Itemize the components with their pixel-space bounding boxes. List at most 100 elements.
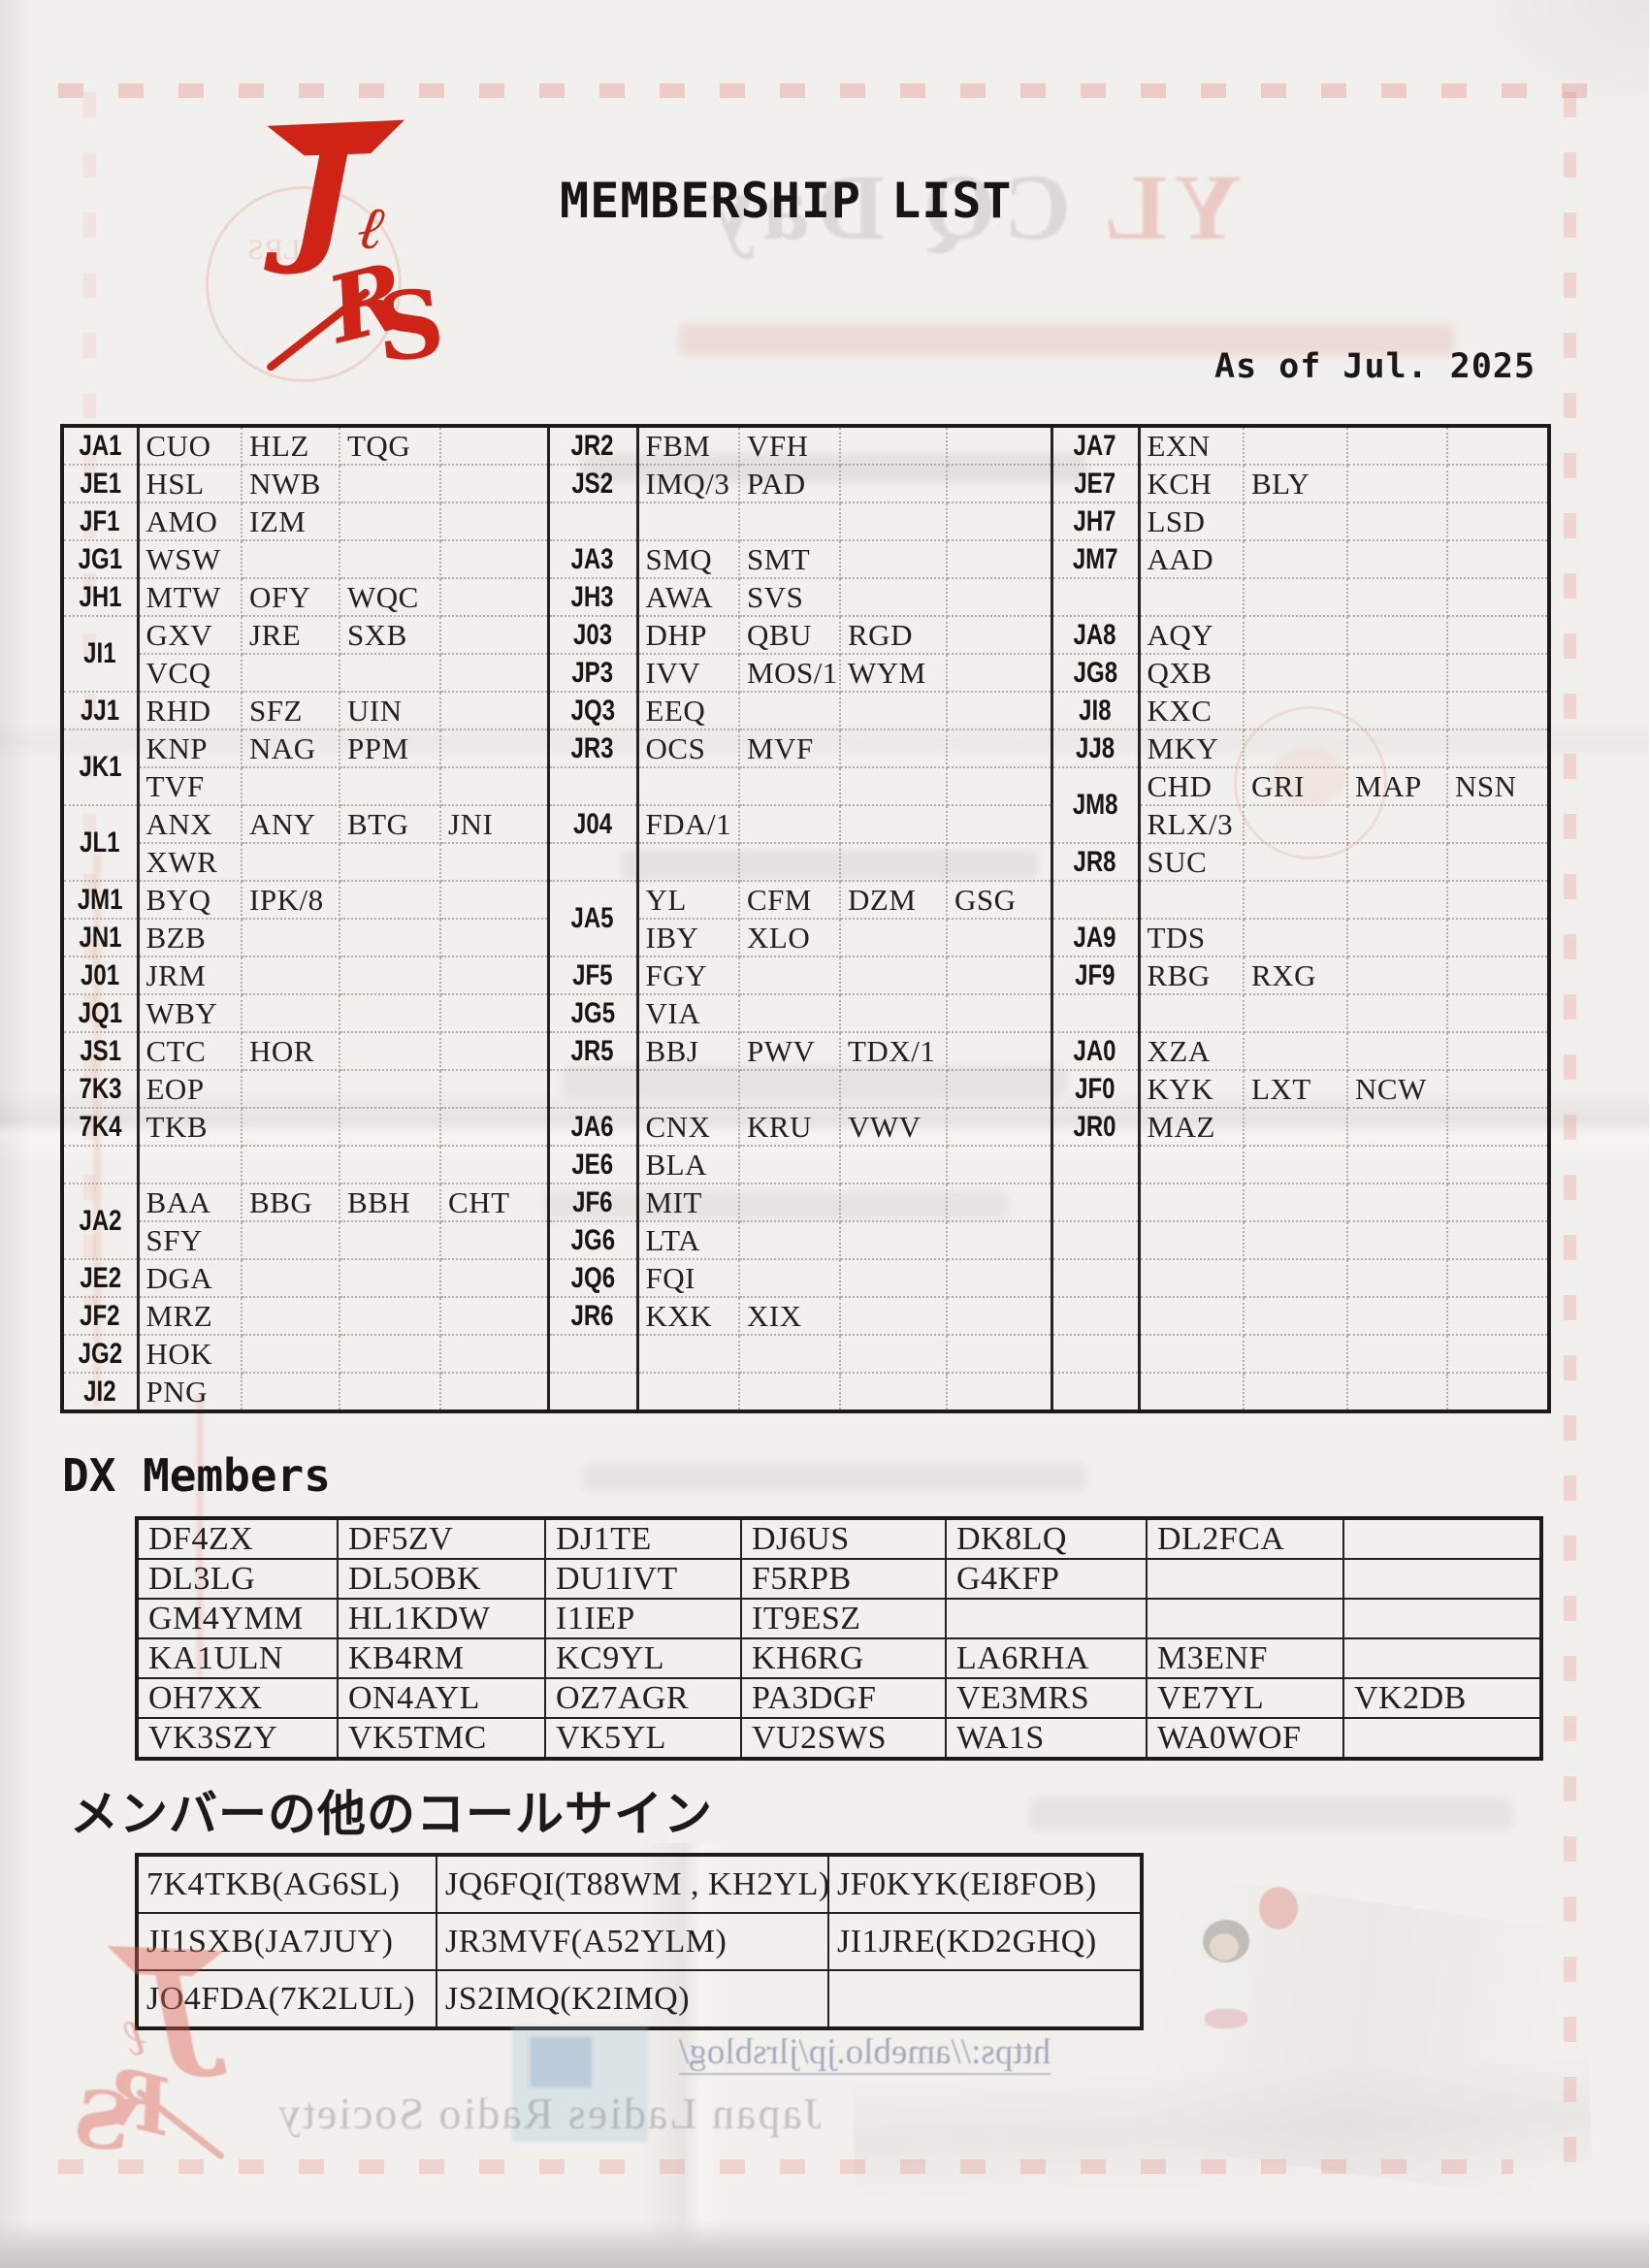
callsign-suffix-cell [1446,1069,1550,1109]
dx-callsign-cell: M3ENF [1146,1637,1344,1679]
callsign-suffix-cell: GRI [1243,766,1348,806]
callsign-suffix-cell [946,615,1052,655]
callsign-suffix-cell: IMQ/3 [636,464,740,503]
dx-callsign-cell [1342,1598,1542,1639]
callsign-suffix-cell: KCH [1138,464,1245,503]
callsign-suffix-cell [1446,425,1550,466]
callsign-suffix-cell: AQY [1138,615,1245,655]
callsign-suffix-cell: BBH [339,1183,441,1222]
callsign-suffix-cell: EXN [1138,425,1245,466]
prefix-cell: JL1 [60,804,140,882]
callsign-suffix-cell: AWA [636,577,740,617]
callsign-suffix-cell [839,1220,948,1260]
callsign-suffix-cell [1346,1334,1448,1374]
callsign-suffix-cell: MIT [636,1183,740,1222]
callsign-suffix-cell [839,1372,948,1412]
callsign-suffix-cell: XWR [137,842,242,882]
prefix-cell [1050,577,1141,617]
prefix-cell: JE6 [546,1145,639,1184]
prefix-cell: JJ1 [60,691,140,730]
callsign-suffix-cell: LSD [1138,502,1245,541]
callsign-suffix-cell [1346,1372,1448,1412]
prefix-cell [1050,1296,1141,1336]
callsign-suffix-cell: XIX [738,1296,841,1336]
callsign-suffix-cell [1138,577,1245,617]
callsign-suffix-cell: BLY [1243,464,1348,503]
prefix-cell: JG5 [546,993,639,1033]
callsign-suffix-cell: PWV [738,1031,841,1071]
other-callsign-cell: JO4FDA(7K2LUL) [136,1969,437,2029]
callsign-suffix-cell [1243,1031,1348,1071]
prefix-cell [1050,993,1141,1033]
callsign-suffix-cell [738,1334,841,1374]
stamp-letter-s: S [371,267,449,384]
callsign-suffix-cell [738,766,841,806]
prefix-cell: J04 [546,804,639,844]
callsign-suffix-cell [439,425,549,466]
callsign-suffix-cell [1138,1334,1245,1374]
callsign-suffix-cell: CHT [439,1183,549,1222]
callsign-suffix-cell: RBG [1138,956,1245,995]
prefix-cell: JR8 [1050,842,1141,882]
dx-callsign-cell: DL3LG [136,1558,339,1600]
callsign-suffix-cell [439,729,549,768]
callsign-suffix-cell: RGD [839,615,948,655]
callsign-suffix-cell [241,1372,340,1412]
callsign-suffix-cell [1446,502,1550,541]
callsign-suffix-cell [339,1031,441,1071]
bleed-circular-stamp: JLRS [206,186,402,382]
callsign-suffix-cell: IPK/8 [241,880,340,920]
callsign-suffix-cell [241,1069,340,1109]
bleed-dashed-border-top [58,83,1591,98]
bleed-yl: YL [1070,155,1242,259]
callsign-suffix-cell [1243,1183,1348,1222]
callsign-suffix-cell [636,1372,740,1412]
callsign-suffix-cell [439,1258,549,1298]
bleed-dashed-border-bottom [58,2159,1513,2174]
callsign-suffix-cell [839,956,948,995]
callsign-suffix-cell: OFY [241,577,340,617]
callsign-suffix-cell [1446,653,1550,693]
prefix-cell [1050,1372,1141,1412]
callsign-suffix-cell: FDA/1 [636,804,740,844]
bleed-blue-block [512,2025,648,2142]
callsign-suffix-cell: KYK [1138,1069,1245,1109]
callsign-suffix-cell [339,1145,441,1184]
callsign-suffix-cell [1446,1183,1550,1222]
dx-callsign-cell: KB4RM [337,1637,546,1679]
callsign-suffix-cell [839,539,948,579]
callsign-suffix-cell [738,1258,841,1298]
dx-callsign-cell: HL1KDW [337,1598,546,1639]
callsign-suffix-cell [241,766,340,806]
prefix-cell: JR5 [546,1031,639,1071]
callsign-suffix-cell: NCW [1346,1069,1448,1109]
prefix-cell: JF0 [1050,1069,1141,1109]
callsign-suffix-cell [1346,842,1448,882]
prefix-cell: JQ3 [546,691,639,730]
callsign-suffix-cell: NWB [241,464,340,503]
callsign-suffix-cell: CUO [137,425,242,466]
callsign-suffix-cell [1446,804,1550,844]
callsign-suffix-cell: HOK [137,1334,242,1374]
callsign-suffix-cell [439,1107,549,1147]
callsign-suffix-cell [1346,918,1448,957]
callsign-suffix-cell [946,766,1052,806]
callsign-suffix-cell [1243,880,1348,920]
callsign-suffix-cell [339,653,441,693]
callsign-suffix-cell [1446,880,1550,920]
prefix-cell: JG8 [1050,653,1141,693]
callsign-suffix-cell: QBU [738,615,841,655]
callsign-suffix-cell [839,918,948,957]
callsign-suffix-cell: RHD [137,691,242,730]
callsign-suffix-cell [1446,615,1550,655]
callsign-suffix-cell [1243,1372,1348,1412]
callsign-suffix-cell [439,1334,549,1374]
bleed-blog-url: https://ameblo.jp/jlrsblog/ [679,2031,1051,2075]
callsign-suffix-cell [839,1183,948,1222]
callsign-suffix-cell: JRE [241,615,340,655]
callsign-suffix-cell: BBG [241,1183,340,1222]
callsign-suffix-cell [339,502,441,541]
callsign-suffix-cell [1446,1258,1550,1298]
prefix-cell: JF1 [60,502,140,541]
prefix-cell: JF9 [1050,956,1141,995]
